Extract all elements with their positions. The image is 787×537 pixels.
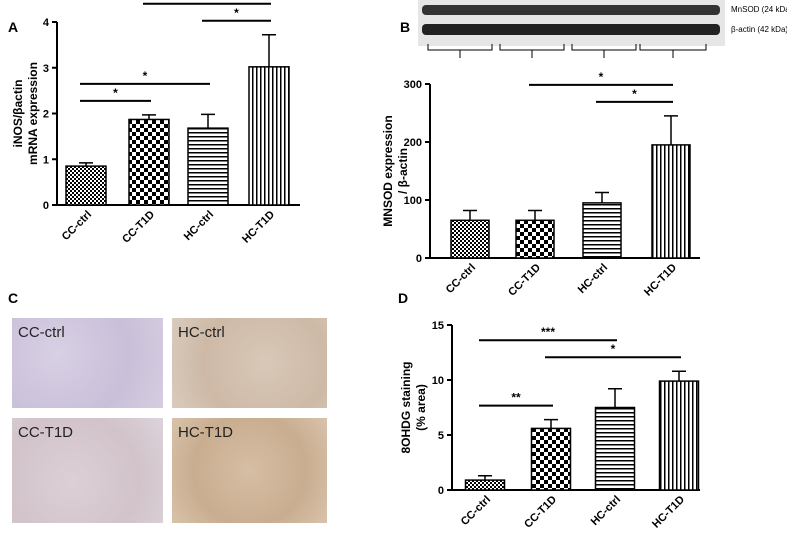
x-tick-label: CC-T1D bbox=[506, 262, 543, 299]
micrograph: CC-ctrl bbox=[12, 318, 163, 408]
micrograph-label: CC-ctrl bbox=[18, 324, 65, 341]
x-tick-label: CC-ctrl bbox=[459, 494, 493, 528]
bar bbox=[515, 219, 555, 259]
y-tick-label: 300 bbox=[404, 79, 422, 91]
bar bbox=[594, 406, 636, 491]
bar bbox=[450, 219, 490, 259]
bar bbox=[530, 427, 572, 491]
x-tick-label: HC-ctrl bbox=[182, 209, 216, 243]
significance-label: * bbox=[599, 70, 604, 84]
y-tick-label: 100 bbox=[404, 195, 422, 207]
significance-label: * bbox=[205, 0, 210, 3]
bar bbox=[582, 202, 622, 259]
error-bar bbox=[664, 115, 678, 145]
panel-label: B bbox=[400, 19, 410, 35]
error-bar bbox=[262, 34, 276, 67]
x-tick-label: CC-T1D bbox=[522, 494, 559, 531]
y-tick-label: 3 bbox=[43, 63, 49, 75]
error-bar bbox=[142, 114, 156, 120]
y-axis-label: MNSOD expression bbox=[381, 115, 395, 226]
significance-label: * bbox=[632, 87, 637, 101]
y-tick-label: 0 bbox=[43, 200, 49, 212]
micrograph-label: HC-T1D bbox=[178, 424, 233, 441]
y-tick-label: 2 bbox=[43, 109, 49, 121]
x-tick-label: HC-T1D bbox=[240, 209, 277, 246]
error-bar bbox=[544, 418, 558, 429]
micrograph: CC-T1D bbox=[12, 418, 163, 523]
panel-label: A bbox=[8, 19, 18, 35]
error-bar bbox=[672, 370, 686, 382]
error-bar bbox=[608, 388, 622, 408]
y-axis-label: 8OHDG staining bbox=[399, 361, 413, 453]
bar bbox=[651, 144, 691, 259]
error-bar bbox=[595, 191, 609, 203]
x-tick-label: HC-ctrl bbox=[589, 494, 623, 528]
x-tick-label: CC-ctrl bbox=[444, 262, 478, 296]
y-axis-label: iNOS/βactin bbox=[11, 79, 25, 147]
micrograph-label: CC-T1D bbox=[18, 424, 73, 441]
y-tick-label: 1 bbox=[43, 154, 49, 166]
y-tick-label: 200 bbox=[404, 137, 422, 149]
y-axis-label: (% area) bbox=[414, 384, 428, 431]
y-axis-label: mRNA expression bbox=[26, 62, 40, 165]
y-tick-label: 5 bbox=[438, 430, 444, 442]
error-bar bbox=[201, 113, 215, 129]
y-tick-label: 4 bbox=[43, 17, 50, 29]
x-tick-label: CC-T1D bbox=[120, 209, 157, 246]
x-tick-label: CC-ctrl bbox=[60, 209, 94, 243]
significance-label: * bbox=[611, 342, 616, 356]
significance-label: * bbox=[234, 6, 239, 20]
y-tick-label: 0 bbox=[416, 253, 422, 265]
bar bbox=[248, 66, 290, 206]
significance-label: * bbox=[113, 86, 118, 100]
significance-label: ** bbox=[511, 391, 521, 405]
micrograph-label: HC-ctrl bbox=[178, 324, 225, 341]
blot bbox=[418, 0, 725, 58]
bar bbox=[187, 127, 229, 206]
blot-label: MnSOD (24 kDa) bbox=[731, 5, 787, 14]
bar bbox=[464, 479, 506, 491]
panel-label: C bbox=[8, 290, 18, 306]
significance-label: *** bbox=[541, 325, 555, 339]
significance-label: * bbox=[143, 69, 148, 83]
bar bbox=[658, 380, 700, 491]
panel-label: D bbox=[398, 290, 408, 306]
y-axis-label: / β-actin bbox=[396, 148, 410, 194]
error-bar bbox=[528, 209, 542, 221]
bar bbox=[128, 118, 170, 206]
y-tick-label: 10 bbox=[432, 375, 444, 387]
y-tick-label: 15 bbox=[432, 320, 444, 332]
x-tick-label: HC-ctrl bbox=[576, 262, 610, 296]
y-tick-label: 0 bbox=[438, 485, 444, 497]
blot-label: β-actin (42 kDa) bbox=[731, 25, 787, 34]
x-tick-label: HC-T1D bbox=[650, 494, 687, 531]
x-tick-label: HC-T1D bbox=[642, 262, 679, 299]
micrograph: HC-T1D bbox=[172, 418, 327, 523]
bar bbox=[65, 165, 107, 206]
micrograph: HC-ctrl bbox=[172, 318, 327, 408]
error-bar bbox=[463, 209, 477, 221]
